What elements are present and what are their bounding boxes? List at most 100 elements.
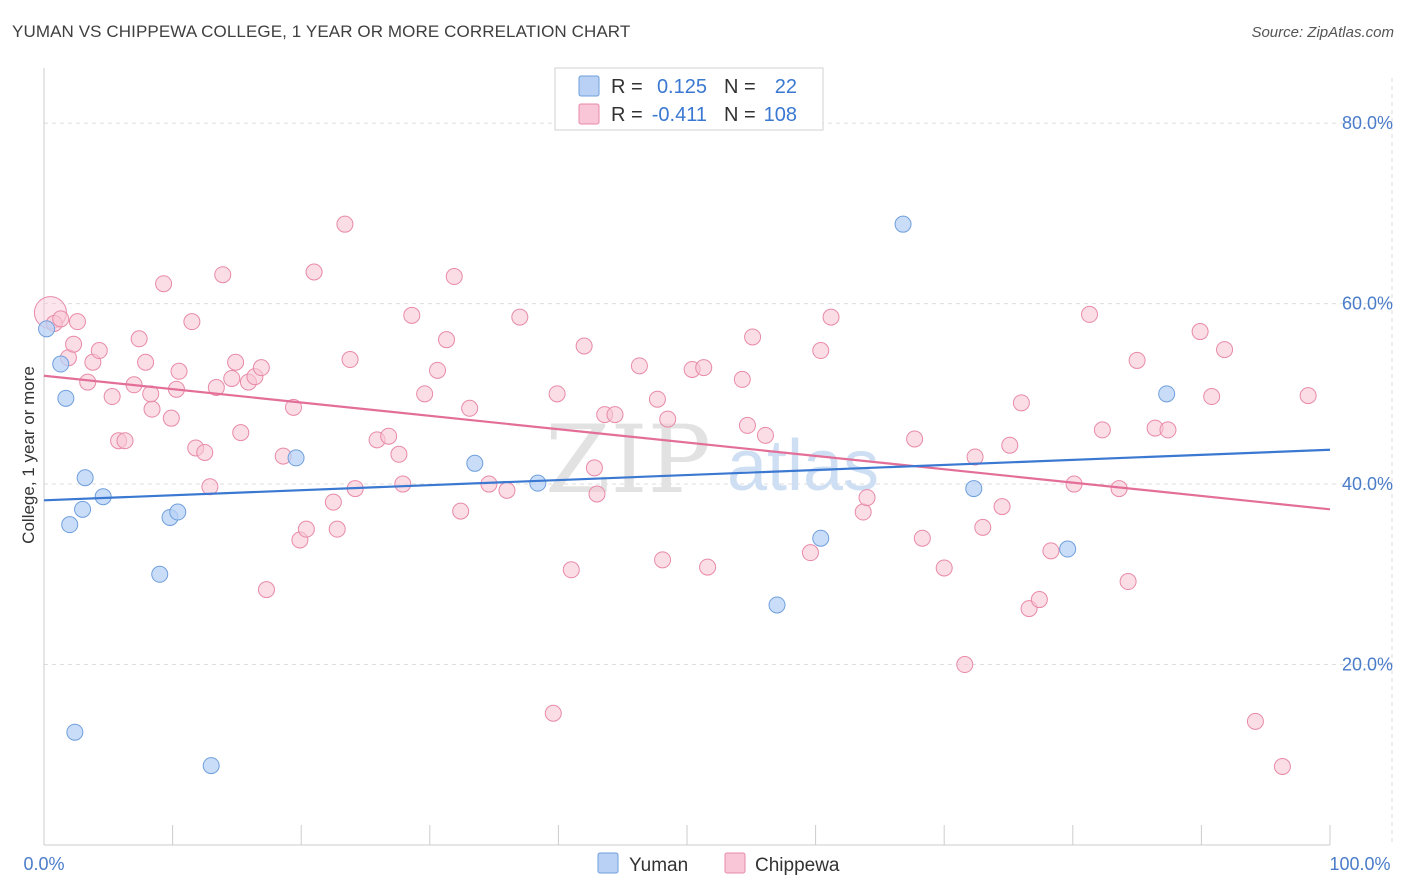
chippewa-point [744, 328, 762, 346]
watermark-zip: ZIP [545, 406, 711, 515]
legend-n-value: 108 [764, 104, 797, 126]
chippewa-point [1159, 421, 1177, 439]
y-tick-label: 20.0% [1342, 655, 1393, 675]
chippewa-point [1273, 757, 1291, 775]
chippewa-point [498, 481, 516, 499]
chippewa-point [416, 385, 434, 403]
chippewa-point [585, 459, 603, 477]
chippewa-point [1030, 591, 1048, 609]
grid-lines [44, 78, 1393, 845]
chippewa-point [328, 520, 346, 538]
chippewa-point [913, 529, 931, 547]
chippewa-point [284, 398, 302, 416]
chippewa-point [232, 424, 250, 442]
series-legend: Yuman Chippewa [597, 852, 840, 876]
yuman-point [38, 320, 56, 338]
chippewa-point [130, 330, 148, 348]
chippewa-point [588, 485, 606, 503]
chippewa-point [935, 559, 953, 577]
chippewa-point [116, 432, 134, 450]
y-axis-title: College, 1 year or more [19, 366, 38, 544]
yuman-point [61, 516, 79, 534]
source-label: Source: ZipAtlas.com [1251, 24, 1394, 41]
chippewa-point [548, 385, 566, 403]
chippewa-point [324, 493, 342, 511]
chippewa-point [207, 379, 225, 397]
chippewa-point [394, 475, 412, 493]
yuman-point [66, 723, 84, 741]
chippewa-point [68, 313, 86, 331]
y-tick-label: 60.0% [1342, 294, 1393, 314]
chippewa-point [155, 275, 173, 293]
stats-legend: R = 0.125 N = 22 R = -0.411 N = 108 [554, 67, 824, 131]
yuman-point [1059, 540, 1077, 558]
yuman-point [52, 355, 70, 373]
yuman-point [151, 565, 169, 583]
chippewa-point [648, 390, 666, 408]
chippewa-point [699, 558, 717, 576]
chippewa-point [858, 489, 876, 507]
chippewa-point [1093, 421, 1111, 439]
chippewa-point [390, 445, 408, 463]
legend-swatch-yuman [597, 852, 619, 874]
chippewa-point [403, 306, 421, 324]
chippewa-point [103, 388, 121, 406]
chippewa-point [1042, 542, 1060, 560]
chippewa-point [170, 362, 188, 380]
legend-r-label: R = [611, 76, 643, 98]
trend-lines [43, 374, 1331, 511]
legend-box [554, 67, 824, 131]
chippewa-point [575, 337, 593, 355]
yuman-point [965, 480, 983, 498]
chippewa-point [438, 331, 456, 349]
chippewa-points [33, 215, 1317, 775]
chippewa-point [1119, 573, 1137, 591]
chippewa-point [544, 704, 562, 722]
chippewa-point [1191, 323, 1209, 341]
yuman-point [76, 469, 94, 487]
chippewa-point [380, 427, 398, 445]
yuman-point [812, 529, 830, 547]
chippewa-point [854, 503, 872, 521]
chippewa-point [143, 400, 161, 418]
yuman-trend-line [43, 448, 1331, 502]
chippewa-point [630, 357, 648, 375]
chippewa-point [756, 426, 774, 444]
yuman-point [57, 389, 75, 407]
chippewa-point [654, 551, 672, 569]
yuman-point [202, 757, 220, 775]
chippewa-point [511, 308, 529, 326]
chippewa-point [801, 544, 819, 562]
chippewa-point [812, 342, 830, 360]
chippewa-point [214, 266, 232, 284]
chippewa-point [201, 478, 219, 496]
chippewa-point [52, 310, 70, 328]
chippewa-point [196, 443, 214, 461]
legend-n-label: N = [724, 104, 756, 126]
chippewa-point [297, 520, 315, 538]
yuman-point [74, 500, 92, 518]
chippewa-point [252, 359, 270, 377]
chippewa-point [162, 409, 180, 427]
chippewa-point [733, 370, 751, 388]
chippewa-trend-line [43, 374, 1331, 511]
chippewa-point [336, 215, 354, 233]
yuman-point [466, 454, 484, 472]
chippewa-point [1216, 341, 1234, 359]
chippewa-point [65, 335, 83, 353]
legend-swatch-chippewa [578, 103, 600, 125]
chippewa-point [738, 416, 756, 434]
chippewa-point [906, 430, 924, 448]
chippewa-point [974, 518, 992, 536]
chippewa-point [461, 399, 479, 417]
x-tick-label: 0.0% [23, 854, 64, 874]
watermark-atlas: atlas [727, 426, 879, 506]
legend-r-value: -0.411 [652, 104, 707, 126]
legend-label-yuman: Yuman [629, 855, 688, 876]
chippewa-point [1081, 305, 1099, 323]
chippewa-point [1203, 388, 1221, 406]
chippewa-point [227, 353, 245, 371]
chippewa-point [137, 353, 155, 371]
legend-r-label: R = [611, 104, 643, 126]
